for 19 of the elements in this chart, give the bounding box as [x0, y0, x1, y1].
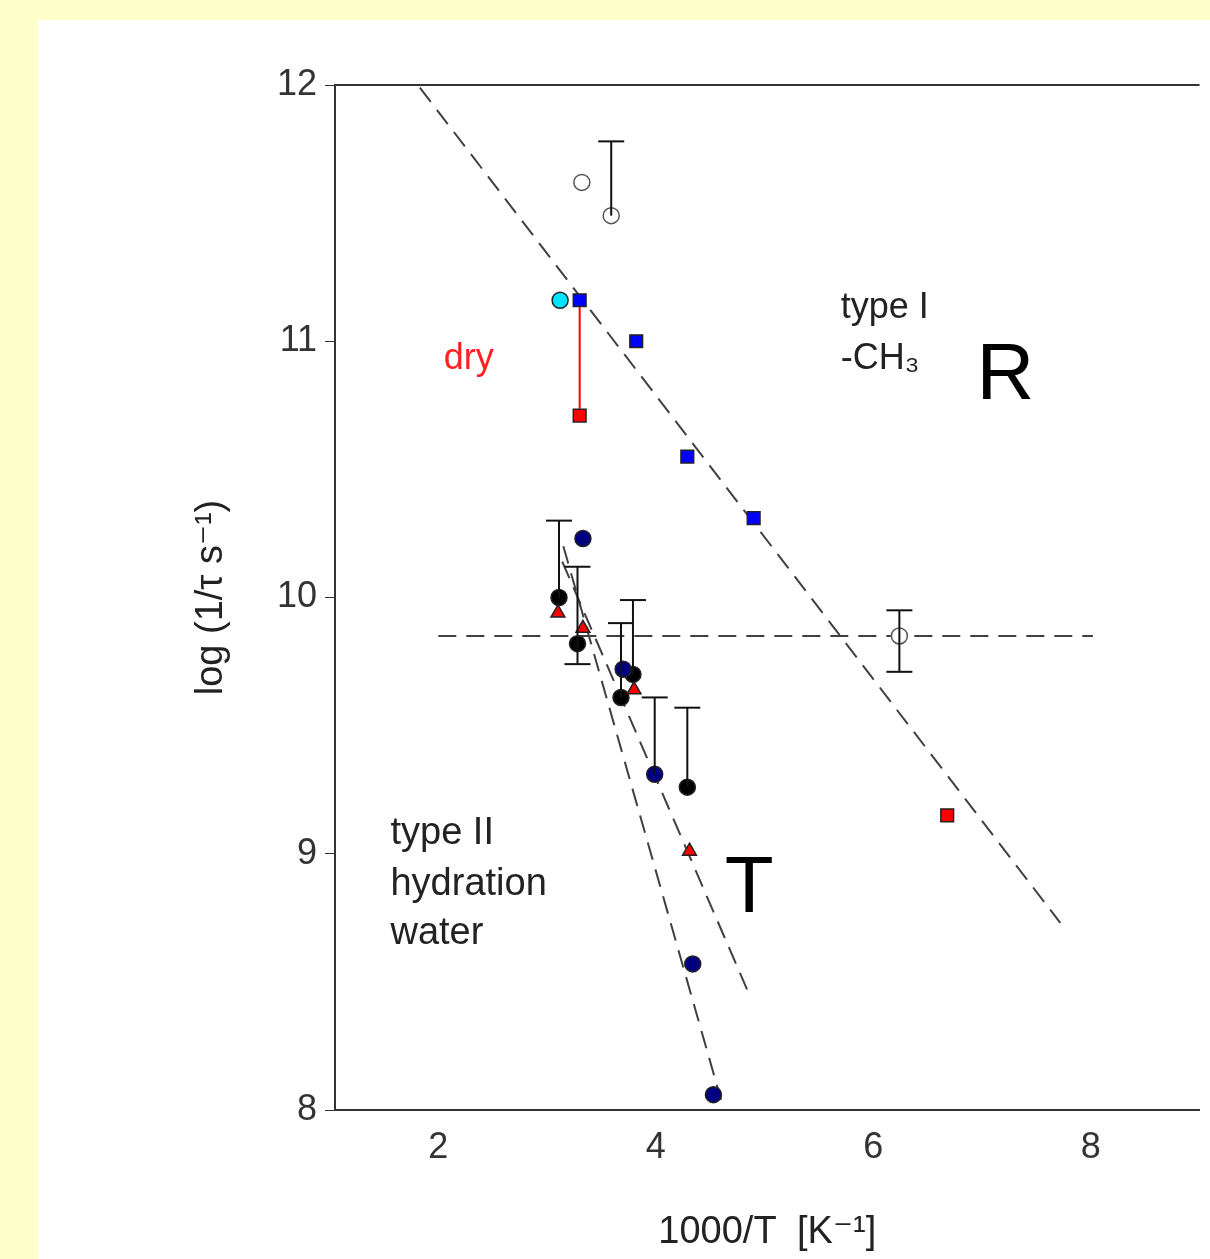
- annotation: type II: [390, 809, 494, 852]
- annotation: dry: [443, 336, 494, 378]
- y-tick-label: 12: [276, 61, 317, 103]
- x-tick-label: 2: [428, 1124, 449, 1166]
- y-tick-label: 8: [296, 1086, 317, 1128]
- y-tick-label: 10: [276, 574, 317, 616]
- y-axis-title: log (1/τ s⁻¹): [188, 499, 231, 696]
- annotation: R: [976, 327, 1035, 417]
- x-axis-title: 1000/T [K⁻¹]: [658, 1208, 877, 1251]
- x-tick-label: 8: [1080, 1124, 1101, 1166]
- y-tick-label: 9: [296, 830, 317, 872]
- x-tick-label: 4: [645, 1124, 666, 1166]
- annotation: water: [389, 909, 484, 952]
- x-tick-label: 6: [863, 1124, 884, 1166]
- y-tick-label: 11: [279, 318, 317, 360]
- annotation: T: [724, 839, 774, 929]
- annotation: type I: [840, 284, 929, 326]
- annotation: -CH₃: [840, 336, 920, 378]
- annotation: hydration: [390, 860, 547, 903]
